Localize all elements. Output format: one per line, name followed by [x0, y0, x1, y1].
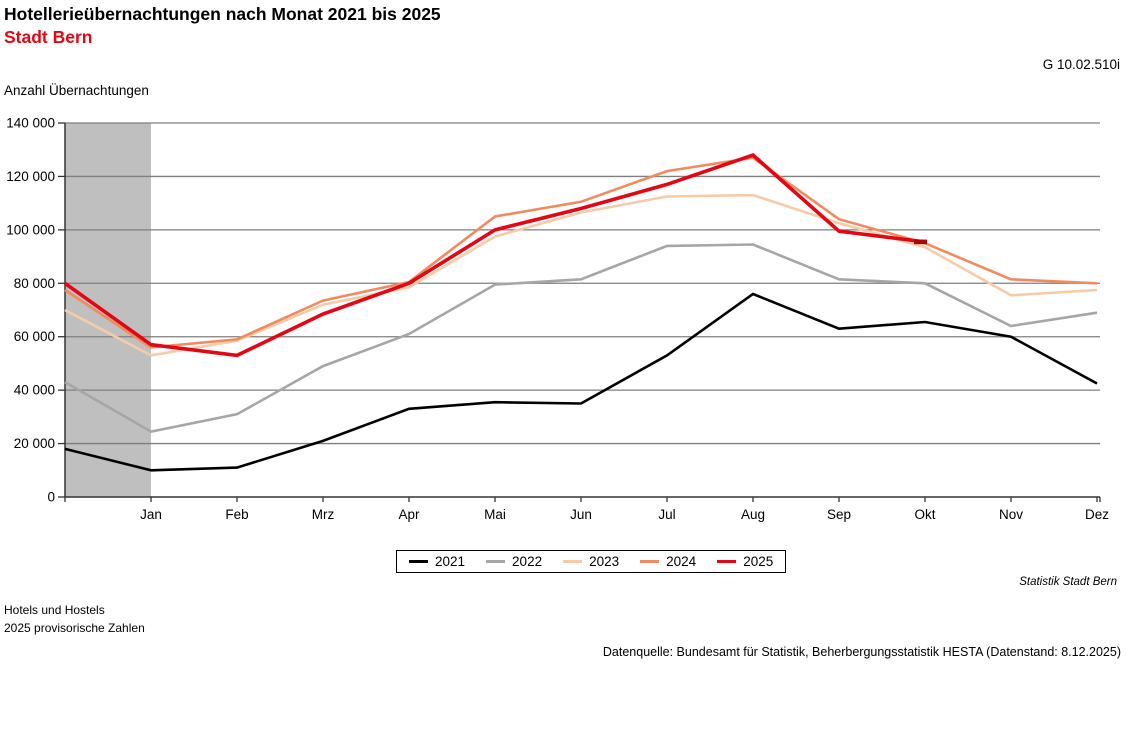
series-line-2024: [64, 156, 1098, 349]
legend-item-2022: 2022: [486, 554, 542, 569]
legend-label-2025: 2025: [743, 554, 774, 569]
y-tick-label: 60 000: [14, 329, 55, 344]
legend-swatch-2021: [409, 560, 428, 563]
x-tick-label: Mai: [484, 507, 506, 522]
chart-legend: 2021 2022 2023 2024 2025: [396, 550, 787, 573]
y-tick-label: 140 000: [6, 116, 55, 131]
x-tick-label: Feb: [225, 507, 248, 522]
legend-item-2023: 2023: [563, 554, 619, 569]
legend-item-2025: 2025: [717, 554, 773, 569]
y-tick-label: 100 000: [6, 222, 55, 237]
y-tick-label: 0: [47, 490, 55, 505]
graph-id: G 10.02.510i: [1042, 57, 1120, 72]
legend-swatch-2025: [717, 560, 737, 563]
datasource: Datenquelle: Bundesamt für Statistik, Be…: [602, 645, 1121, 659]
legend-item-2024: 2024: [640, 554, 696, 569]
legend-item-2021: 2021: [409, 554, 465, 569]
series-line-2025: [63, 153, 926, 358]
y-tick-label: 120 000: [6, 169, 55, 184]
x-tick-label: Jul: [658, 507, 675, 522]
chart-title: Hotellerieübernachtungen nach Monat 2021…: [4, 4, 441, 24]
legend-swatch-2023: [563, 560, 583, 563]
footnote-hotels: Hotels und Hostels: [4, 603, 105, 617]
x-tick-label: Jan: [140, 507, 162, 522]
highlight-band: [65, 123, 151, 497]
y-axis-title: Anzahl Übernachtungen: [4, 83, 149, 98]
chart-subtitle: Stadt Bern: [4, 27, 93, 47]
legend-label-2021: 2021: [435, 554, 466, 569]
x-tick-label: Sep: [827, 507, 851, 522]
footnote-provisional: 2025 provisorische Zahlen: [4, 621, 145, 635]
x-tick-label: Dez: [1085, 507, 1109, 522]
x-tick-label: Mrz: [312, 507, 335, 522]
y-tick-label: 40 000: [14, 383, 55, 398]
statistik-credit: Statistik Stadt Bern: [1019, 576, 1117, 588]
x-tick-label: Aug: [741, 507, 765, 522]
x-tick-label: Okt: [914, 507, 935, 522]
y-tick-label: 80 000: [14, 276, 55, 291]
legend-swatch-2022: [486, 560, 506, 563]
legend-label-2023: 2023: [589, 554, 620, 569]
series-line-2023: [64, 193, 1098, 357]
series-line-2022: [64, 243, 1098, 433]
legend-label-2022: 2022: [512, 554, 543, 569]
legend-swatch-2024: [640, 560, 660, 563]
x-tick-label: Apr: [398, 507, 420, 522]
legend-label-2024: 2024: [666, 554, 697, 569]
x-tick-label: Jun: [570, 507, 592, 522]
y-tick-label: 20 000: [14, 436, 55, 451]
x-tick-label: Nov: [999, 507, 1023, 522]
series-line-2021: [64, 292, 1098, 472]
